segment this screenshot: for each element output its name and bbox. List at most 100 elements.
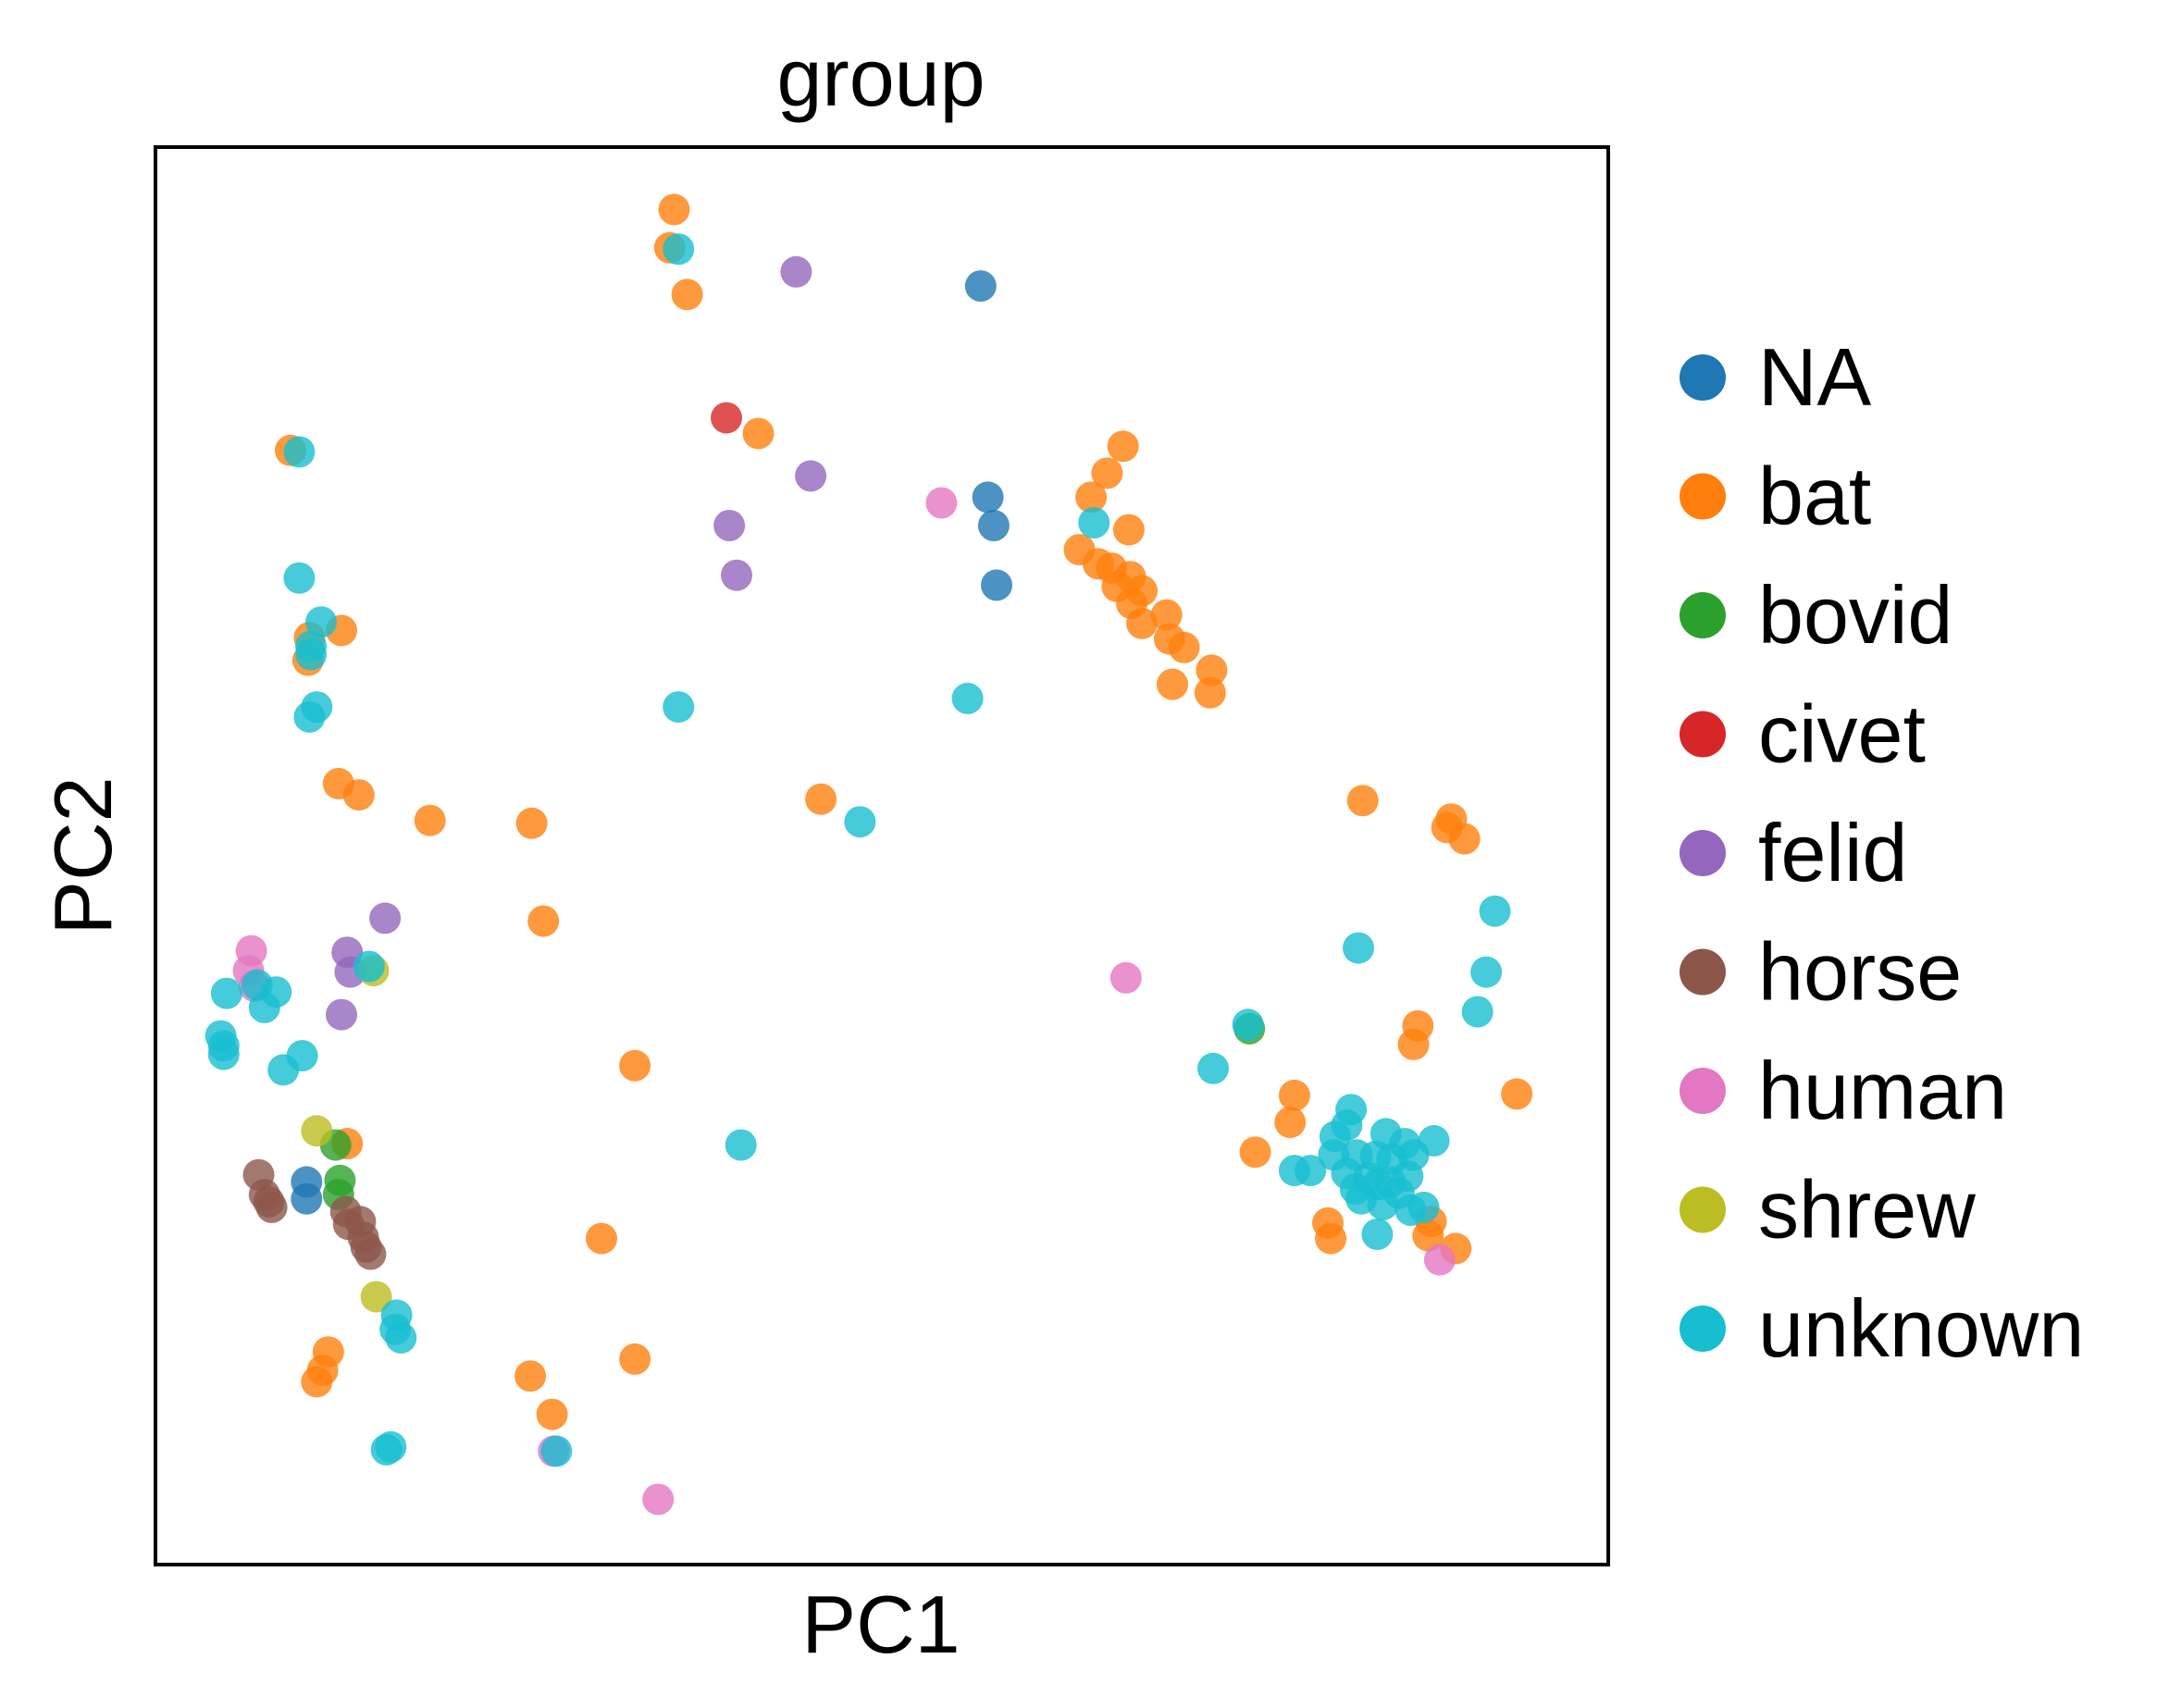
point-unknown-19 bbox=[207, 1038, 240, 1071]
legend-marker-unknown bbox=[1680, 1306, 1726, 1352]
point-unknown-12 bbox=[353, 950, 385, 983]
point-unknown-3 bbox=[305, 606, 337, 638]
point-unknown-1 bbox=[283, 436, 316, 468]
point-unknown-0 bbox=[663, 233, 695, 266]
point-unknown-58 bbox=[1407, 1191, 1440, 1223]
point-na-5 bbox=[291, 1182, 323, 1215]
point-bat-19 bbox=[301, 1366, 333, 1398]
point-unknown-5 bbox=[295, 638, 327, 671]
point-bat-39 bbox=[1157, 668, 1188, 700]
point-bat-23 bbox=[1107, 430, 1139, 463]
point-felid-7 bbox=[326, 998, 357, 1031]
point-unknown-13 bbox=[210, 977, 242, 1009]
point-unknown-7 bbox=[293, 700, 326, 733]
chart-title: group bbox=[776, 31, 985, 123]
point-horse-3 bbox=[255, 1191, 288, 1223]
legend-marker-felid bbox=[1680, 830, 1726, 876]
point-bat-25 bbox=[1075, 481, 1108, 514]
point-unknown-11 bbox=[951, 682, 984, 714]
point-unknown-47 bbox=[1295, 1155, 1327, 1187]
point-human-6 bbox=[642, 1483, 675, 1516]
point-felid-1 bbox=[795, 460, 827, 492]
point-bat-2 bbox=[671, 278, 703, 311]
point-civet-0 bbox=[711, 402, 742, 434]
point-unknown-27 bbox=[375, 1430, 407, 1463]
point-bat-46 bbox=[1397, 1028, 1430, 1060]
legend-label-felid: felid bbox=[1758, 807, 1907, 898]
point-bat-50 bbox=[1239, 1136, 1271, 1169]
point-bat-47 bbox=[1501, 1078, 1533, 1110]
point-na-3 bbox=[981, 569, 1012, 601]
point-bat-20 bbox=[514, 1360, 547, 1392]
point-unknown-9 bbox=[844, 806, 876, 838]
point-bat-3 bbox=[742, 417, 775, 450]
legend-label-bat: bat bbox=[1758, 451, 1871, 542]
point-unknown-56 bbox=[1367, 1188, 1399, 1220]
point-bat-15 bbox=[586, 1222, 617, 1255]
point-bat-11 bbox=[515, 807, 548, 839]
point-bat-22 bbox=[619, 1343, 651, 1375]
legend-label-civet: civet bbox=[1758, 688, 1926, 780]
point-bat-44 bbox=[1448, 823, 1481, 855]
point-felid-0 bbox=[780, 255, 812, 288]
point-unknown-25 bbox=[385, 1321, 417, 1354]
point-unknown-32 bbox=[1461, 996, 1494, 1028]
point-unknown-59 bbox=[1361, 1219, 1394, 1250]
point-bat-52 bbox=[1315, 1222, 1347, 1255]
point-bat-40 bbox=[1194, 676, 1226, 709]
point-bat-35 bbox=[1126, 607, 1158, 639]
point-bat-37 bbox=[1168, 631, 1200, 663]
point-na-1 bbox=[972, 481, 1004, 514]
legend-marker-civet bbox=[1680, 711, 1726, 758]
point-bat-26 bbox=[1112, 514, 1145, 546]
legend-label-na: NA bbox=[1758, 331, 1872, 423]
point-unknown-30 bbox=[1343, 932, 1374, 964]
legend-marker-bat bbox=[1680, 473, 1726, 520]
point-bat-49 bbox=[1274, 1107, 1307, 1138]
point-unknown-2 bbox=[283, 562, 316, 594]
legend-label-unknown: unknown bbox=[1758, 1282, 2084, 1374]
legend-label-human: human bbox=[1758, 1045, 2007, 1136]
legend-marker-na bbox=[1680, 354, 1726, 401]
point-unknown-31 bbox=[1470, 956, 1503, 988]
point-horse-9 bbox=[354, 1238, 387, 1270]
point-unknown-28 bbox=[540, 1435, 573, 1467]
point-bat-41 bbox=[1346, 785, 1379, 817]
point-human-0 bbox=[925, 487, 958, 519]
x-axis-label: PC1 bbox=[801, 1578, 960, 1670]
legend: NA bat bovid civet felid horse human shrew unkno… bbox=[1680, 331, 2084, 1374]
legend-label-bovid: bovid bbox=[1758, 569, 1952, 661]
point-unknown-10 bbox=[1078, 507, 1110, 538]
point-bat-13 bbox=[805, 783, 837, 815]
point-human-7 bbox=[1423, 1244, 1456, 1276]
point-bat-24 bbox=[1091, 457, 1123, 489]
point-bat-48 bbox=[1278, 1079, 1310, 1111]
point-unknown-29 bbox=[1479, 895, 1511, 927]
point-felid-4 bbox=[369, 902, 402, 934]
point-na-0 bbox=[964, 270, 997, 303]
point-felid-3 bbox=[721, 559, 752, 591]
point-unknown-33 bbox=[1232, 1009, 1264, 1041]
points-layer bbox=[205, 193, 1533, 1516]
plot-frame bbox=[154, 145, 1610, 1566]
point-bat-14 bbox=[619, 1049, 651, 1082]
point-unknown-22 bbox=[725, 1129, 757, 1161]
point-bat-10 bbox=[414, 804, 446, 836]
legend-marker-horse bbox=[1680, 948, 1726, 996]
point-human-1 bbox=[1109, 961, 1142, 994]
legend-label-shrew: shrew bbox=[1758, 1164, 1976, 1256]
legend-label-horse: horse bbox=[1758, 926, 1962, 1018]
point-bat-38 bbox=[1196, 654, 1228, 687]
legend-marker-bovid bbox=[1680, 592, 1726, 638]
point-bat-12 bbox=[527, 905, 560, 937]
point-felid-2 bbox=[713, 510, 746, 541]
point-bat-34 bbox=[1150, 599, 1183, 631]
point-bat-21 bbox=[536, 1398, 568, 1430]
point-bat-54 bbox=[1412, 1219, 1444, 1252]
point-unknown-16 bbox=[248, 991, 280, 1023]
legend-marker-shrew bbox=[1680, 1186, 1726, 1233]
point-unknown-21 bbox=[267, 1054, 300, 1086]
point-unknown-34 bbox=[1197, 1052, 1229, 1084]
point-na-2 bbox=[977, 510, 1010, 541]
